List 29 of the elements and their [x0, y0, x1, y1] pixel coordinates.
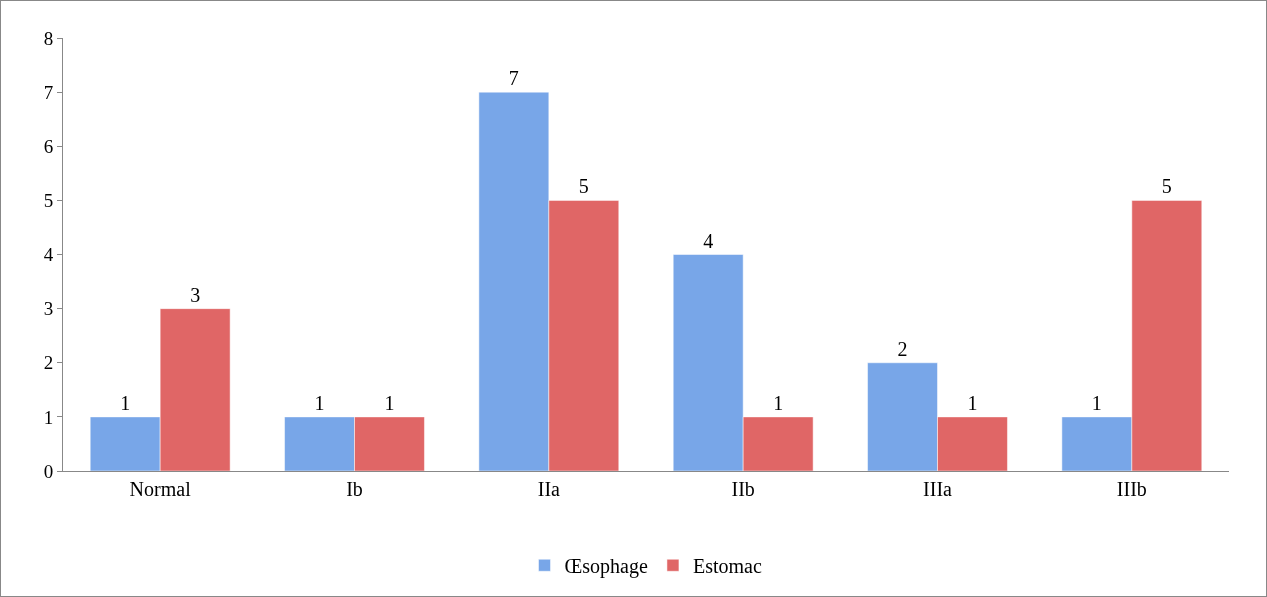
- data-label: 1: [314, 391, 325, 414]
- y-tick-label: 4: [43, 244, 54, 266]
- data-label: 5: [1161, 175, 1172, 198]
- y-tick-label: 0: [43, 460, 54, 482]
- x-tick-label: Ib: [346, 478, 363, 500]
- x-tick-label: IIIa: [923, 478, 953, 500]
- data-label: 1: [967, 391, 978, 414]
- y-tick-label: 5: [43, 190, 54, 212]
- x-tick-label: IIa: [537, 478, 561, 500]
- data-label: 1: [120, 391, 131, 414]
- data-label: 5: [578, 175, 589, 198]
- data-label: 4: [703, 229, 714, 252]
- data-label: 1: [773, 391, 784, 414]
- data-label: 1: [384, 391, 395, 414]
- legend-label: Œsophage: [564, 555, 648, 579]
- data-label: 2: [897, 337, 908, 360]
- x-tick-label: IIb: [731, 478, 755, 500]
- data-label: 7: [508, 67, 519, 90]
- y-tick-label: 7: [43, 81, 54, 103]
- y-tick-label: 6: [43, 135, 54, 157]
- y-tick-label: 8: [43, 27, 54, 49]
- x-tick-label: IIIb: [1116, 478, 1147, 500]
- y-tick-label: 3: [43, 298, 54, 320]
- y-tick-label: 1: [43, 406, 54, 428]
- x-tick-label: Normal: [129, 478, 192, 500]
- y-tick-label: 2: [43, 352, 54, 374]
- data-label: 3: [190, 283, 201, 306]
- legend-label: Estomac: [692, 555, 762, 578]
- data-label: 1: [1091, 391, 1102, 414]
